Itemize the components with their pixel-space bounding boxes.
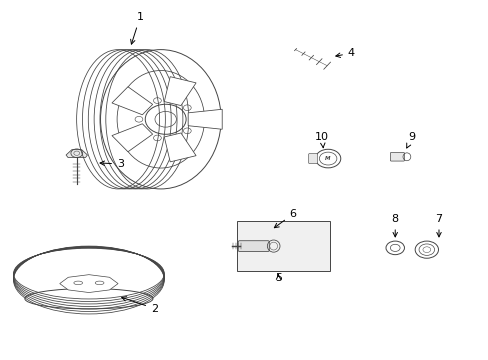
Polygon shape	[112, 124, 152, 152]
Text: 2: 2	[122, 297, 158, 314]
Polygon shape	[188, 109, 222, 129]
Polygon shape	[164, 77, 196, 105]
Text: M: M	[324, 156, 329, 161]
FancyBboxPatch shape	[389, 153, 404, 161]
Polygon shape	[66, 150, 87, 157]
Polygon shape	[60, 275, 118, 293]
Polygon shape	[164, 133, 196, 162]
Text: 9: 9	[406, 132, 415, 148]
Text: 4: 4	[335, 48, 354, 58]
Text: 7: 7	[434, 214, 442, 237]
Text: 8: 8	[391, 214, 398, 237]
FancyBboxPatch shape	[238, 241, 269, 251]
Polygon shape	[112, 87, 152, 115]
FancyBboxPatch shape	[308, 154, 317, 163]
Text: 6: 6	[274, 209, 296, 228]
Bar	[237, 221, 329, 271]
Text: 10: 10	[315, 132, 328, 148]
Text: 5: 5	[274, 273, 282, 283]
Text: 3: 3	[100, 159, 124, 169]
Text: 1: 1	[130, 13, 143, 44]
